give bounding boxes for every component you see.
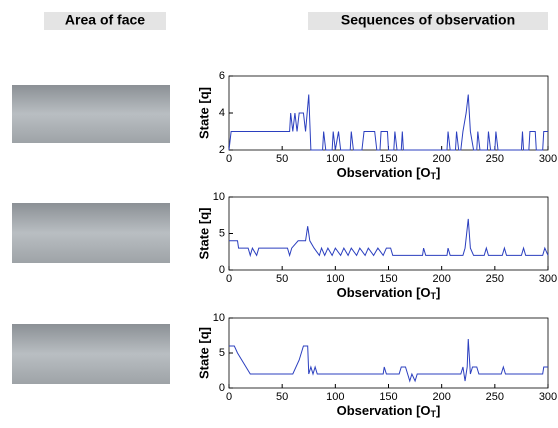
series-line [229,95,548,151]
y-tick-label: 0 [219,382,225,394]
x-tick-label: 0 [226,273,232,285]
x-tick-label: 100 [326,153,344,165]
x-tick-label: 50 [276,391,288,403]
x-tick-label: 200 [432,391,450,403]
x-tick-label: 300 [539,273,557,285]
x-tick-label: 300 [539,391,557,403]
plot-area [229,318,548,388]
x-axis-label-part: Observation [O [337,165,431,180]
x-tick-label: 0 [226,153,232,165]
x-tick-label: 100 [326,273,344,285]
y-tick-label: 5 [219,227,225,239]
x-tick-label: 250 [486,273,504,285]
y-axis-label: State [q] [196,208,211,260]
x-tick-label: 100 [326,391,344,403]
figure: Area of face Sequences of observation 2 4… [0,0,558,428]
x-axis-label-part: ] [436,403,440,418]
y-tick-label: 10 [213,312,225,324]
y-tick-label: 0 [219,264,225,276]
x-tick-label: 150 [379,153,397,165]
x-axis-label-part: Observation [O [337,285,431,300]
plot-area [229,197,548,270]
x-tick-label: 0 [226,391,232,403]
plot-area [229,76,548,150]
x-tick-label: 300 [539,153,557,165]
x-tick-label: 50 [276,153,288,165]
x-tick-label: 200 [432,273,450,285]
x-axis-label: Observation [OT] [337,403,441,418]
y-tick-label: 2 [219,144,225,156]
x-axis-label: Observation [OT] [337,165,441,180]
x-tick-label: 150 [379,273,397,285]
series-line [229,219,548,256]
x-tick-label: 250 [486,153,504,165]
x-tick-label: 50 [276,273,288,285]
x-tick-label: 250 [486,391,504,403]
y-tick-label: 6 [219,70,225,82]
y-tick-label: 4 [219,107,225,119]
y-tick-label: 5 [219,347,225,359]
y-axis-label: State [q] [196,87,211,139]
x-axis-label-part: Observation [O [337,403,431,418]
face-image [12,203,170,263]
series-line [229,339,548,381]
y-axis-label: State [q] [196,327,211,379]
x-tick-label: 200 [432,153,450,165]
x-axis-label-part: ] [436,165,440,180]
header: Area of face [65,12,145,28]
header: Sequences of observation [341,12,515,28]
face-image [12,324,170,384]
x-axis-label-part: ] [436,285,440,300]
x-tick-label: 150 [379,391,397,403]
face-image [12,85,170,143]
x-axis-label: Observation [OT] [337,285,441,300]
y-tick-label: 10 [213,191,225,203]
